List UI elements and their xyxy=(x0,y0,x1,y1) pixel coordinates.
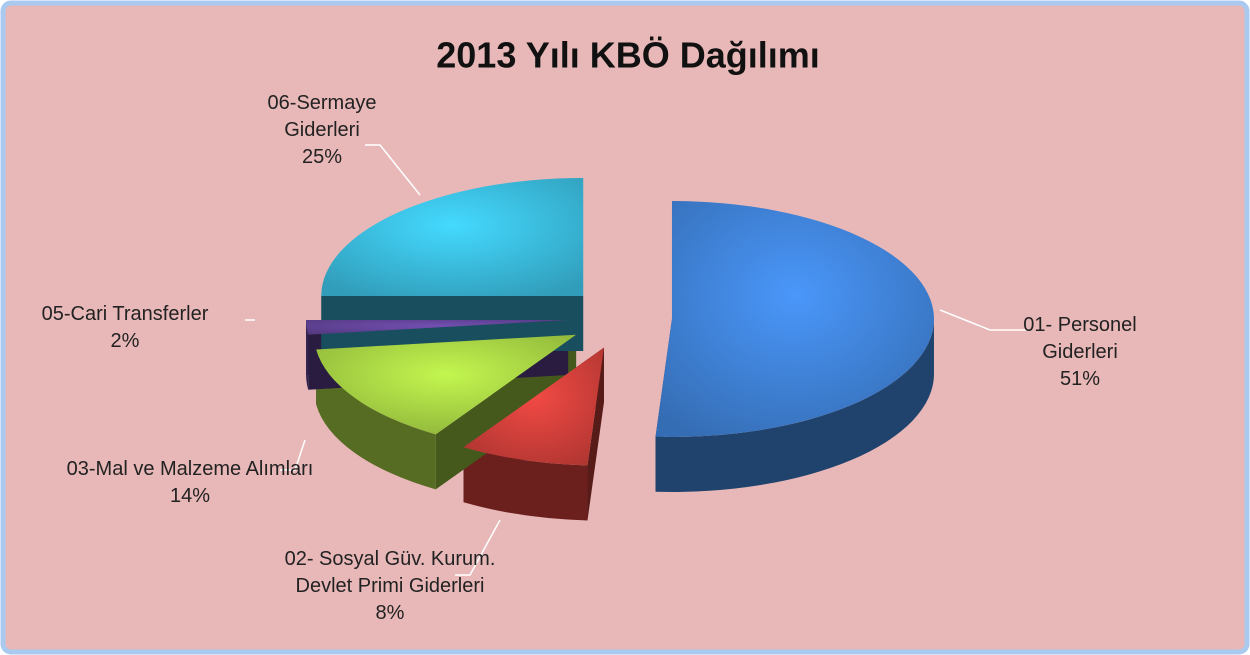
pie-slice xyxy=(306,319,569,335)
pie-outer-wall xyxy=(463,447,588,521)
pie-slice xyxy=(655,200,934,437)
category-label: 03-Mal ve Malzeme Alımları xyxy=(67,458,314,480)
category-line: 05-Cari Transferler xyxy=(42,303,209,325)
category-label: 05-Cari Transferler xyxy=(42,303,209,325)
value-label: 2% xyxy=(111,330,140,352)
pie-slice xyxy=(463,347,604,466)
category-line: 03-Mal ve Malzeme Alımları xyxy=(67,458,314,480)
pie-slice xyxy=(316,334,577,435)
leader-line xyxy=(365,144,421,196)
data-label: 06-Sermaye Giderleri 25% xyxy=(268,92,377,168)
data-label: 03-Mal ve Malzeme Alımları 14% xyxy=(67,458,314,507)
category-line: Giderleri xyxy=(284,119,360,141)
data-label: 01- Personel Giderleri 51% xyxy=(1023,314,1136,390)
chart-title: 2013 Yılı KBÖ Dağılımı xyxy=(436,35,819,76)
value-label: 25% xyxy=(302,146,342,168)
category-label: 01- Personel Giderleri xyxy=(1023,314,1136,363)
data-label: 02- Sosyal Güv. Kurum. Devlet Primi Gider… xyxy=(285,548,496,624)
category-line: 01- Personel xyxy=(1023,314,1136,336)
leader-line xyxy=(939,309,1028,331)
pie-slice xyxy=(321,177,584,296)
category-label: 06-Sermaye Giderleri xyxy=(268,92,377,141)
value-label: 8% xyxy=(376,602,405,624)
pie-outer-wall xyxy=(655,318,934,492)
category-line: 06-Sermaye xyxy=(268,92,377,114)
value-label: 51% xyxy=(1060,368,1100,390)
pie-outer-wall xyxy=(306,319,309,390)
pie-tops xyxy=(306,177,934,466)
value-label: 14% xyxy=(170,485,210,507)
pie-outer-wall xyxy=(316,349,436,490)
category-line: 02- Sosyal Güv. Kurum. xyxy=(285,548,496,570)
category-line: Giderleri xyxy=(1042,341,1118,363)
leader-line xyxy=(455,519,501,576)
leader-line xyxy=(280,439,306,471)
category-label: 02- Sosyal Güv. Kurum. Devlet Primi Gider… xyxy=(285,548,496,597)
category-line: Devlet Primi Giderleri xyxy=(296,575,485,597)
data-label: 05-Cari Transferler 2% xyxy=(42,303,209,352)
